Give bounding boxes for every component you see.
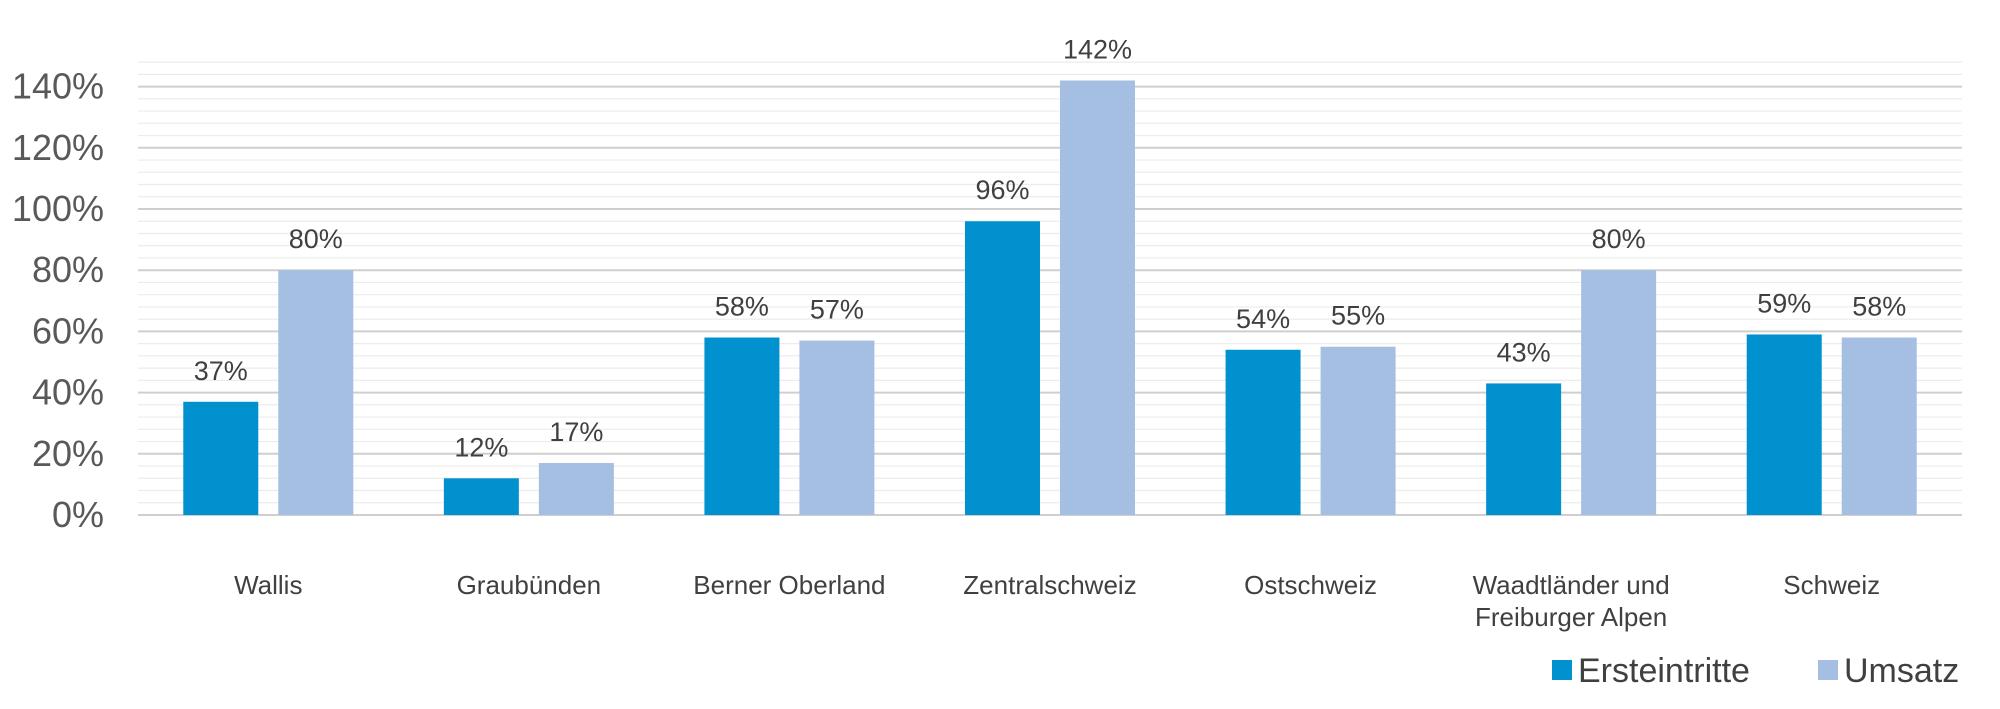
bars: [183, 80, 1917, 516]
x-tick-label: Zentralschweiz: [963, 570, 1136, 600]
data-label: 58%: [715, 292, 769, 322]
x-tick-label: Ostschweiz: [1244, 570, 1377, 600]
data-label: 54%: [1236, 304, 1290, 334]
bar-umsatz: [1060, 80, 1135, 515]
bar-ersteintritte: [1486, 383, 1562, 515]
legend: Ersteintritte Umsatz: [1552, 652, 1959, 690]
x-axis: Wallis Graubünden Berner Oberland Zentralsc…: [234, 570, 1880, 632]
data-label: 80%: [1592, 224, 1646, 254]
bar-ersteintritte: [443, 478, 519, 515]
data-label: 80%: [289, 224, 343, 254]
x-tick-label: Berner Oberland: [693, 570, 885, 600]
bar-ersteintritte: [704, 337, 780, 515]
x-tick-label: Freiburger Alpen: [1475, 602, 1667, 632]
bar-ersteintritte: [183, 401, 259, 515]
legend-label: Ersteintritte: [1578, 652, 1750, 690]
x-tick-label: Waadtländer und: [1473, 570, 1670, 600]
data-label: 17%: [549, 417, 603, 447]
data-label: 37%: [194, 356, 248, 386]
y-tick-label: 20%: [32, 433, 104, 474]
legend-label: Umsatz: [1844, 652, 1959, 690]
data-label: 58%: [1852, 292, 1906, 322]
data-labels: 37% 12% 58% 96% 54% 43% 59% 80% 17% 57% 142% 55% 80%…: [194, 34, 1906, 462]
y-tick-label: 120%: [12, 127, 104, 168]
bar-umsatz: [1841, 337, 1917, 515]
data-label: 57%: [810, 295, 864, 325]
data-label: 96%: [975, 175, 1029, 205]
legend-swatch: [1552, 660, 1572, 680]
legend-swatch: [1818, 660, 1838, 680]
y-tick-label: 40%: [32, 372, 104, 413]
x-tick-label: Schweiz: [1783, 570, 1880, 600]
y-tick-label: 80%: [32, 249, 104, 290]
bar-umsatz: [1320, 346, 1396, 515]
x-tick-label: Wallis: [234, 570, 302, 600]
y-tick-label: 100%: [12, 188, 104, 229]
y-axis: 0% 20% 40% 60% 80% 100% 120% 140%: [12, 66, 104, 535]
y-tick-label: 0%: [52, 494, 104, 535]
y-tick-label: 60%: [32, 310, 104, 351]
y-tick-label: 140%: [12, 66, 104, 107]
data-label: 59%: [1757, 288, 1811, 318]
grid-lines: [138, 61, 1962, 516]
bar-umsatz: [799, 340, 875, 515]
data-label: 142%: [1063, 34, 1132, 64]
bar-ersteintritte: [965, 221, 1040, 516]
data-label: 55%: [1331, 301, 1385, 331]
data-label: 12%: [454, 432, 508, 462]
bar-umsatz: [1581, 270, 1657, 515]
bar-umsatz: [538, 462, 614, 515]
data-label: 43%: [1497, 337, 1551, 367]
bar-ersteintritte: [1225, 349, 1301, 515]
bar-umsatz: [278, 270, 354, 515]
bar-ersteintritte: [1746, 334, 1822, 515]
x-tick-label: Graubünden: [457, 570, 602, 600]
